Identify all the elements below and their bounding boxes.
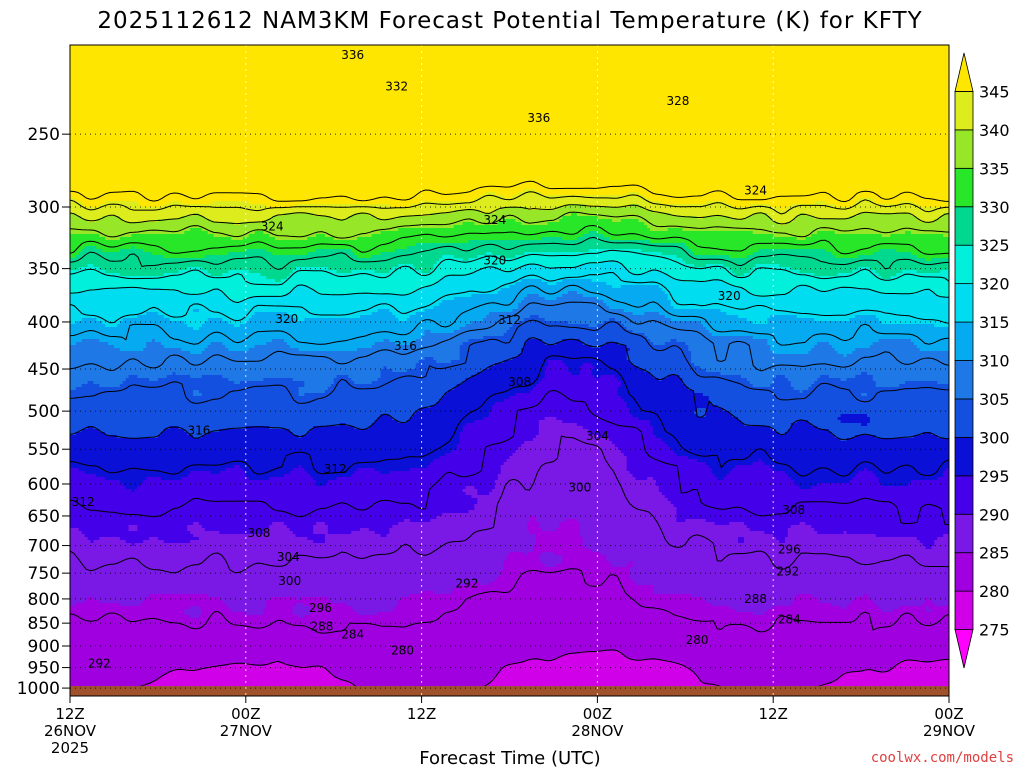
x-tick-label: 27NOV xyxy=(220,722,273,740)
contour-label: 292 xyxy=(456,577,479,591)
colorbar-label: 325 xyxy=(979,236,1010,255)
contour-label: 300 xyxy=(568,480,591,494)
contour-label: 296 xyxy=(309,601,332,615)
contour-label: 284 xyxy=(778,612,801,626)
contour-label: 292 xyxy=(776,565,799,579)
contour-label: 308 xyxy=(782,503,805,517)
colorbar-label: 280 xyxy=(979,582,1010,601)
colorbar-label: 295 xyxy=(979,467,1010,486)
y-tick-label: 750 xyxy=(28,564,60,584)
colorbar-segment xyxy=(955,53,973,91)
y-tick-label: 950 xyxy=(28,659,60,679)
contour-label: 324 xyxy=(483,213,506,227)
contour-label: 304 xyxy=(586,429,609,443)
y-tick-label: 850 xyxy=(28,614,60,634)
colorbar-label: 320 xyxy=(979,275,1010,294)
x-tick-label: 00Z xyxy=(934,705,963,723)
contour-label: 280 xyxy=(686,633,709,647)
colorbar-label: 290 xyxy=(979,505,1010,524)
colorbar-segment xyxy=(955,399,973,437)
colorbar-segment xyxy=(955,91,973,129)
y-tick-label: 350 xyxy=(28,260,60,280)
x-tick-label: 29NOV xyxy=(923,722,976,740)
contour-label: 336 xyxy=(341,48,364,62)
y-tick-label: 600 xyxy=(28,475,60,495)
x-tick-label: 00Z xyxy=(231,705,260,723)
colorbar-label: 340 xyxy=(979,121,1010,140)
colorbar-segment xyxy=(955,591,973,629)
potential-temperature-fill xyxy=(70,45,950,697)
y-tick-label: 300 xyxy=(28,198,60,218)
x-axis-label: Forecast Time (UTC) xyxy=(419,748,600,768)
colorbar-label: 285 xyxy=(979,544,1010,563)
colorbar-label: 330 xyxy=(979,198,1010,217)
contour-label: 324 xyxy=(261,220,284,234)
colorbar-segment xyxy=(955,361,973,399)
contour-label: 332 xyxy=(385,80,408,94)
colorbar-label: 335 xyxy=(979,159,1010,178)
colorbar-label: 305 xyxy=(979,390,1010,409)
y-tick-label: 650 xyxy=(28,507,60,527)
colorbar-label: 345 xyxy=(979,82,1010,101)
x-tick-label: 12Z xyxy=(407,705,436,723)
colorbar-segment xyxy=(955,476,973,514)
colorbar-label: 275 xyxy=(979,621,1010,640)
contour-label: 308 xyxy=(508,375,531,389)
contour-label: 292 xyxy=(88,656,111,670)
x-tick-label: 26NOV xyxy=(44,722,97,740)
contour-label: 304 xyxy=(277,550,300,564)
contour-label: 316 xyxy=(187,424,210,438)
colorbar-segment xyxy=(955,514,973,552)
y-tick-label: 250 xyxy=(28,125,60,145)
y-tick-label: 450 xyxy=(28,360,60,380)
colorbar-segment xyxy=(955,207,973,245)
ground-layer xyxy=(70,686,949,696)
contour-label: 320 xyxy=(483,254,506,268)
y-tick-label: 900 xyxy=(28,637,60,657)
colorbar-segment xyxy=(955,245,973,283)
contour-label: 288 xyxy=(744,592,767,606)
colorbar-segment xyxy=(955,630,973,668)
contour-label: 300 xyxy=(278,574,301,588)
colorbar-segment xyxy=(955,437,973,475)
y-tick-label: 550 xyxy=(28,440,60,460)
colorbar-segment xyxy=(955,130,973,168)
x-tick-label: 12Z xyxy=(55,705,84,723)
contour-label: 288 xyxy=(311,619,334,633)
contour-label: 320 xyxy=(718,289,741,303)
colorbar-label: 300 xyxy=(979,428,1010,447)
contour-label: 308 xyxy=(248,526,271,540)
chart-title: 2025112612 NAM3KM Forecast Potential Tem… xyxy=(97,8,922,34)
y-tick-label: 400 xyxy=(28,313,60,333)
colorbar-segment xyxy=(955,322,973,360)
x-tick-label: 12Z xyxy=(759,705,788,723)
contour-label: 328 xyxy=(667,94,690,108)
colorbar-segment xyxy=(955,553,973,591)
contour-label: 296 xyxy=(778,543,801,557)
contour-label: 312 xyxy=(72,495,95,509)
colorbar: 275 280 285 290 295 300 305 310 315 320 325 330 335 3… xyxy=(955,53,1010,668)
contour-label: 312 xyxy=(324,462,347,476)
contour-label: 312 xyxy=(498,313,521,327)
x-tick-label: 2025 xyxy=(51,739,89,757)
y-tick-label: 800 xyxy=(28,590,60,610)
contour-label: 324 xyxy=(744,184,767,198)
contour-label: 336 xyxy=(527,111,550,125)
x-tick-label: 00Z xyxy=(583,705,612,723)
credit-text: coolwx.com/models xyxy=(871,750,1014,766)
y-tick-label: 1000 xyxy=(17,679,60,699)
contour-label: 284 xyxy=(341,628,364,642)
y-axis: 250 300 350 400 450 500 550 600 650 700 750 800 850 9… xyxy=(17,125,70,699)
colorbar-label: 310 xyxy=(979,352,1010,371)
x-tick-label: 28NOV xyxy=(571,722,624,740)
contour-label: 280 xyxy=(391,643,414,657)
colorbar-label: 315 xyxy=(979,313,1010,332)
colorbar-segment xyxy=(955,284,973,322)
contour-label: 320 xyxy=(275,312,298,326)
colorbar-segment xyxy=(955,168,973,206)
y-tick-label: 700 xyxy=(28,537,60,557)
y-tick-label: 500 xyxy=(28,402,60,422)
contour-label: 316 xyxy=(394,339,417,353)
